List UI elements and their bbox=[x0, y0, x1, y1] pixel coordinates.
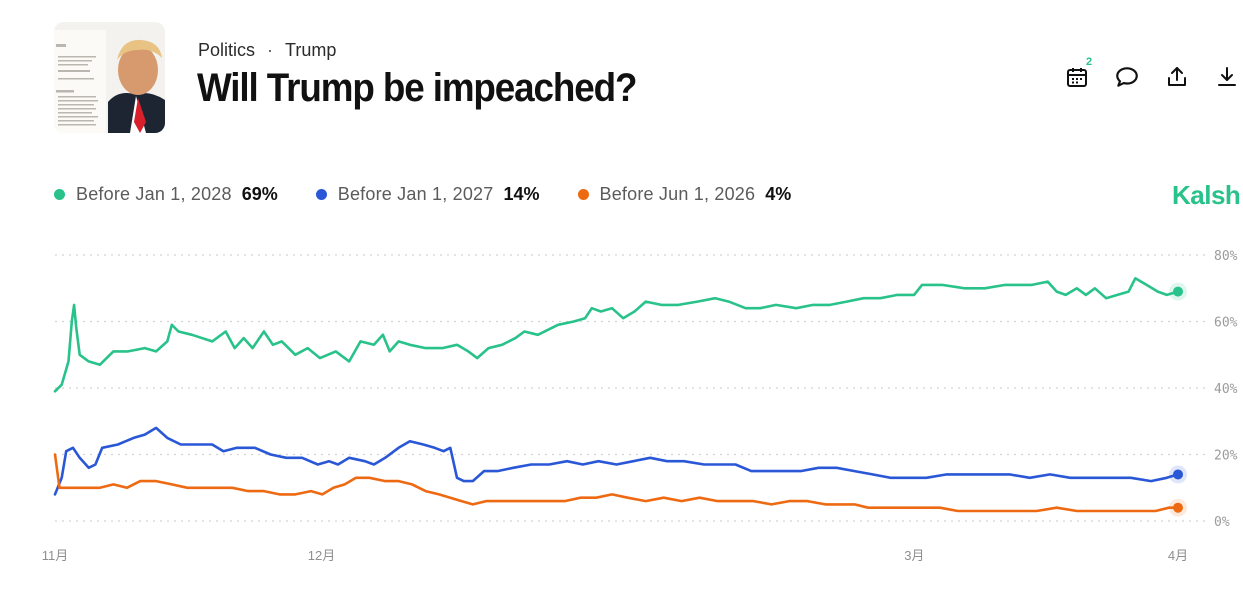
legend-value-2027: 14% bbox=[503, 184, 540, 204]
legend-dot-2026 bbox=[577, 189, 589, 200]
series-line-1[interactable] bbox=[53, 426, 1180, 496]
calendar-badge: 2 bbox=[1086, 56, 1093, 68]
breadcrumb-politics[interactable]: Politics bbox=[198, 40, 256, 60]
legend-label-2026: Before Jun 1, 2026 bbox=[599, 184, 756, 204]
y-tick-label: 20% bbox=[1214, 449, 1238, 464]
chart-legend: Before Jan 1, 2028 69% Before Jan 1, 202… bbox=[54, 184, 829, 205]
calendar-icon bbox=[1067, 68, 1087, 87]
price-chart[interactable]: 80% 60% 40% 20% 0% 11月 12月 3月 4月 bbox=[0, 230, 1243, 570]
action-toolbar: 2 bbox=[1062, 56, 1242, 92]
share-button[interactable] bbox=[1162, 62, 1192, 92]
download-button[interactable] bbox=[1212, 62, 1242, 92]
endpoint-dot-0[interactable] bbox=[1173, 286, 1183, 297]
calendar-button[interactable]: 2 bbox=[1062, 56, 1092, 92]
series-line-2[interactable] bbox=[53, 453, 1180, 513]
legend-value-2026: 4% bbox=[765, 184, 792, 204]
legend-dot-2028 bbox=[54, 189, 65, 200]
series-line-0[interactable] bbox=[53, 277, 1180, 393]
comment-icon bbox=[1116, 67, 1138, 87]
legend-value-2028: 69% bbox=[241, 184, 278, 204]
market-thumbnail bbox=[54, 22, 165, 133]
y-tick-label: 80% bbox=[1214, 249, 1238, 264]
download-icon bbox=[1218, 67, 1236, 86]
comment-button[interactable] bbox=[1112, 62, 1142, 92]
share-icon bbox=[1168, 67, 1186, 86]
endpoint-dot-1[interactable] bbox=[1173, 469, 1183, 480]
page-title: Will Trump be impeached? bbox=[197, 66, 637, 110]
legend-dot-2027 bbox=[315, 189, 327, 200]
breadcrumb-trump[interactable]: Trump bbox=[285, 40, 337, 60]
y-tick-label: 0% bbox=[1214, 515, 1230, 530]
x-tick-label: 12月 bbox=[308, 548, 335, 563]
series-endpoints bbox=[1169, 282, 1187, 517]
y-tick-label: 40% bbox=[1214, 382, 1238, 397]
legend-item-2027[interactable]: Before Jan 1, 2027 14% bbox=[315, 184, 540, 205]
chart-grid bbox=[55, 254, 1205, 522]
breadcrumb-separator: · bbox=[267, 40, 274, 60]
kalshi-logo: Kalsh bbox=[1172, 180, 1241, 210]
breadcrumb: Politics · Trump bbox=[198, 40, 336, 61]
legend-label-2027: Before Jan 1, 2027 bbox=[337, 184, 494, 204]
y-axis-ticks: 80% 60% 40% 20% 0% bbox=[1214, 249, 1238, 530]
legend-item-2028[interactable]: Before Jan 1, 2028 69% bbox=[54, 184, 278, 205]
legend-label-2028: Before Jan 1, 2028 bbox=[76, 184, 232, 204]
endpoint-dot-2[interactable] bbox=[1173, 502, 1183, 513]
trump-photo-image bbox=[54, 22, 165, 133]
x-axis-ticks: 11月 12月 3月 4月 bbox=[42, 548, 1188, 563]
chart-series bbox=[53, 277, 1180, 513]
x-tick-label: 11月 bbox=[42, 548, 69, 563]
x-tick-label: 4月 bbox=[1168, 548, 1188, 563]
y-tick-label: 60% bbox=[1214, 316, 1238, 331]
x-tick-label: 3月 bbox=[904, 548, 924, 563]
legend-item-2026[interactable]: Before Jun 1, 2026 4% bbox=[577, 184, 792, 205]
